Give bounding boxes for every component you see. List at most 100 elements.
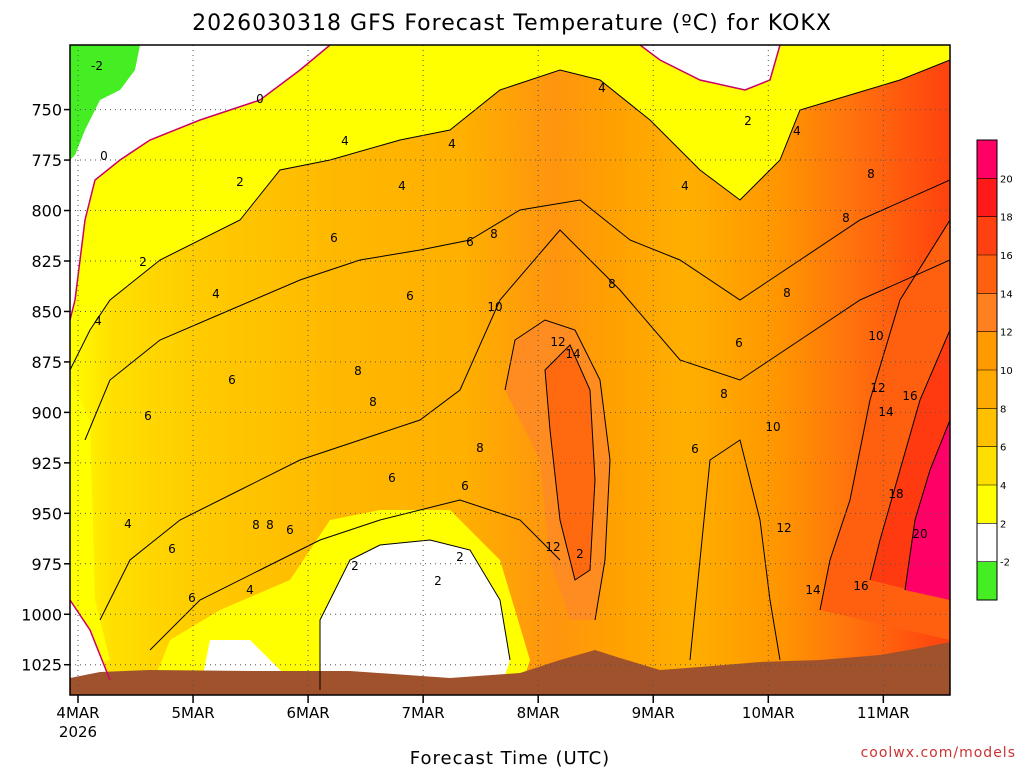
contour-line-11 [689, 439, 781, 661]
field-region-warm-plume-inner [905, 420, 950, 600]
x-tick-label: 10MAR [742, 704, 795, 722]
colorbar-tick-label: 16 [1000, 251, 1013, 262]
colorbar-tick-label: 20 [1000, 174, 1013, 185]
x-tick-label: 9MAR [632, 704, 675, 722]
contour-line-3 [99, 229, 950, 621]
contour-label: 6 [286, 523, 294, 537]
y-tick-label: 1025 [21, 656, 62, 675]
contour-line-10 [319, 539, 511, 690]
contour-label: -2 [91, 59, 103, 73]
freezing-line-upper [70, 45, 331, 321]
x-tick-label: 4MAR [56, 704, 99, 722]
contour-line-8 [869, 329, 950, 581]
y-tick-label: 775 [31, 151, 62, 170]
contour-line-6 [544, 344, 596, 581]
x-tick-label: 11MAR [857, 704, 910, 722]
contour-label: 14 [565, 347, 580, 361]
contour-label: 4 [598, 81, 606, 95]
contour-label: 8 [252, 518, 260, 532]
contour-label: 8 [354, 364, 362, 378]
contour-label: 20 [912, 527, 927, 541]
colorbar-tick-label: 18 [1000, 213, 1013, 224]
contour-label: 12 [776, 521, 791, 535]
contour-label: 2 [456, 550, 464, 564]
y-tick-label: 875 [31, 353, 62, 372]
colorbar-tick-label: 8 [1000, 404, 1006, 415]
contour-label: 14 [878, 405, 893, 419]
contour-label: 6 [168, 542, 176, 556]
contour-label: 18 [888, 487, 903, 501]
y-tick-label: 925 [31, 454, 62, 473]
field-region-lower-cool [70, 380, 110, 670]
contour-label: 8 [369, 395, 377, 409]
colorbar-tick-label: 14 [1000, 289, 1013, 300]
contour-label: 2 [351, 559, 359, 573]
contour-label: 6 [466, 235, 474, 249]
contour-label: 12 [550, 335, 565, 349]
contour-label: 8 [608, 277, 616, 291]
contour-label: 2 [236, 175, 244, 189]
contour-label: 6 [144, 409, 152, 423]
contour-label: 6 [461, 479, 469, 493]
colorbar-swatch [977, 485, 997, 524]
contour-label: 12 [545, 540, 560, 554]
contour-label: 6 [735, 336, 743, 350]
contour-label: 10 [765, 420, 780, 434]
colorbar-swatch [977, 561, 997, 601]
contour-label: 8 [783, 286, 791, 300]
contour-label: 4 [246, 583, 254, 597]
contour-label: 4 [793, 124, 801, 138]
colorbar-swatch [977, 178, 997, 218]
contour-label: 10 [487, 300, 502, 314]
contour-label: 4 [681, 179, 689, 193]
contour-line-7 [819, 219, 950, 611]
terrain-surface [70, 642, 950, 695]
x-tick-label: 5MAR [171, 704, 214, 722]
x-tick-label: 8MAR [517, 704, 560, 722]
contour-label: 2 [744, 114, 752, 128]
contour-label: 4 [448, 137, 456, 151]
contour-label: 0 [100, 149, 108, 163]
colorbar-swatch [977, 293, 997, 333]
contour-label: 4 [341, 134, 349, 148]
contour-label: 2 [434, 574, 442, 588]
colorbar-swatch [977, 255, 997, 294]
chart-title: 2026030318 GFS Forecast Temperature (ºC)… [192, 11, 832, 36]
colorbar-swatch [977, 408, 997, 448]
colorbar-tick-label: -2 [1000, 558, 1010, 569]
contour-label: 6 [330, 231, 338, 245]
x-tick-label: 6MAR [287, 704, 330, 722]
contour-label: 4 [212, 287, 220, 301]
field-region-below-minus2 [70, 45, 140, 160]
contour-line-5 [504, 319, 611, 621]
contour-label: 6 [188, 591, 196, 605]
field-region-subzero-lower-left [70, 600, 110, 690]
freezing-line-lower [70, 599, 111, 681]
contour-label: 6 [691, 442, 699, 456]
contour-label: 14 [805, 583, 820, 597]
field-region-subzero-upper [70, 45, 330, 320]
contour-label: 10 [868, 329, 883, 343]
contour-label: 6 [388, 471, 396, 485]
contour-label: 12 [870, 381, 885, 395]
contour-lines [70, 59, 950, 690]
field-region-upper-cool [70, 45, 950, 370]
contour-label: 8 [266, 518, 274, 532]
field-region-subzero-lower-2 [320, 540, 510, 690]
contour-label: 8 [490, 227, 498, 241]
colorbar-tick-label: 4 [1000, 481, 1006, 492]
contour-label: 16 [853, 579, 868, 593]
y-tick-label: 825 [31, 252, 62, 271]
freezing-lines [70, 45, 781, 681]
x-axis-label: Forecast Time (UTC) [410, 748, 610, 768]
y-tick-label: 800 [31, 202, 62, 221]
y-tick-label: 750 [31, 101, 62, 120]
contour-label: 4 [124, 517, 132, 531]
colorbar-swatch [977, 446, 997, 486]
contour-label: 16 [902, 389, 917, 403]
y-tick-label: 950 [31, 504, 62, 523]
contour-line-4 [149, 499, 561, 651]
colorbar-swatch [977, 216, 997, 256]
